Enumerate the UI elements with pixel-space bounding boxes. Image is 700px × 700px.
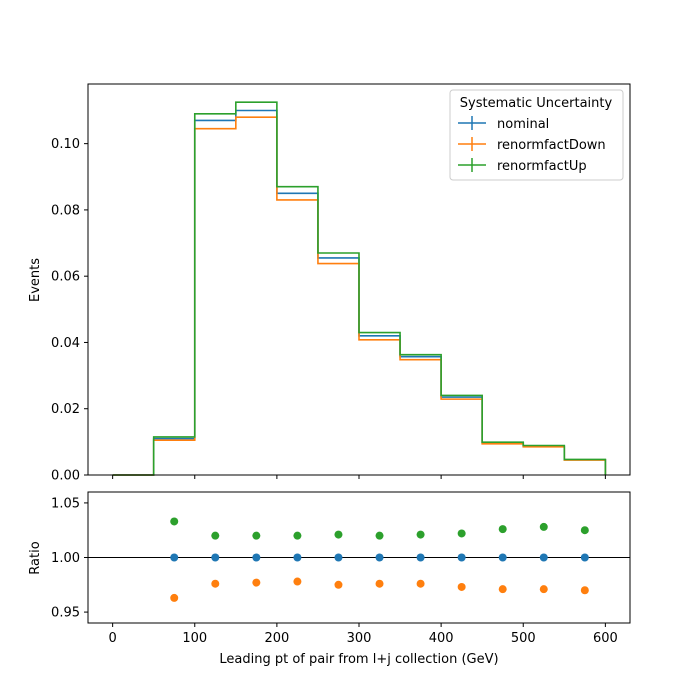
main-y-axis-label: Events	[28, 258, 43, 302]
y-tick-label: 0.08	[51, 203, 80, 218]
ratio-point-renormfactup	[211, 531, 220, 540]
ratio-x-ticks: 0 100 200 300 400 500 600	[108, 623, 618, 646]
main-series-layer	[112, 101, 607, 476]
ratio-point-renormfactdown	[334, 580, 343, 589]
ratio-point-renormfactup	[170, 517, 179, 526]
ratio-point-nominal	[416, 553, 425, 562]
legend: Systematic Uncertainty nominal renormfac…	[449, 89, 624, 181]
ratio-point-nominal	[580, 553, 589, 562]
x-axis-label: Leading pt of pair from l+j collection (…	[219, 652, 498, 667]
x-tick-label: 0	[108, 631, 116, 646]
ratio-point-renormfactup	[498, 525, 507, 534]
x-tick-label: 200	[264, 631, 289, 646]
legend-label-renormfactdown: renormfactDown	[497, 138, 606, 153]
legend-entry-renormfactdown: renormfactDown	[458, 137, 606, 153]
ratio-y-ticks: 0.95 1.00 1.05	[51, 496, 88, 621]
x-tick-label: 300	[347, 631, 372, 646]
ratio-point-renormfactdown	[211, 579, 220, 588]
y-tick-label: 0.10	[51, 137, 80, 152]
legend-entry-nominal: nominal	[458, 116, 549, 132]
legend-entry-renormfactup: renormfactUp	[458, 158, 587, 174]
legend-label-renormfactup: renormfactUp	[497, 159, 587, 174]
ratio-point-renormfactup	[580, 526, 589, 535]
series-renormfactup	[112, 101, 607, 476]
legend-label-nominal: nominal	[497, 117, 549, 132]
ratio-point-renormfactdown	[170, 593, 179, 602]
y-tick-label: 0.02	[51, 402, 80, 417]
ratio-point-renormfactdown	[375, 579, 384, 588]
ratio-point-renormfactup	[334, 530, 343, 539]
ratio-point-renormfactup	[539, 522, 548, 531]
ratio-point-renormfactup	[252, 531, 261, 540]
ratio-point-renormfactdown	[293, 577, 302, 586]
ratio-point-renormfactup	[375, 531, 384, 540]
x-tick-label: 600	[593, 631, 618, 646]
ratio-point-renormfactup	[416, 530, 425, 539]
ratio-point-nominal	[170, 553, 179, 562]
ratio-point-nominal	[375, 553, 384, 562]
ratio-point-nominal	[498, 553, 507, 562]
x-tick-label: 100	[182, 631, 207, 646]
ratio-point-renormfactup	[293, 531, 302, 540]
y-tick-label: 0.95	[51, 606, 80, 621]
ratio-points-layer	[170, 517, 589, 602]
ratio-point-nominal	[539, 553, 548, 562]
y-tick-label: 1.00	[51, 551, 80, 566]
main-y-ticks: 0.00 0.02 0.04 0.06 0.08 0.10	[51, 137, 88, 484]
ratio-point-nominal	[334, 553, 343, 562]
main-x-ticks	[112, 475, 606, 479]
ratio-point-renormfactdown	[580, 586, 589, 595]
y-tick-label: 0.06	[51, 270, 80, 285]
legend-frame	[449, 89, 624, 181]
ratio-point-renormfactdown	[457, 582, 466, 591]
ratio-point-renormfactdown	[252, 578, 261, 587]
x-tick-label: 500	[511, 631, 536, 646]
ratio-y-axis-label: Ratio	[28, 541, 43, 574]
main-panel: 0.00 0.02 0.04 0.06 0.08 0.10 Events Systemat…	[28, 83, 631, 484]
ratio-point-nominal	[457, 553, 466, 562]
ratio-point-nominal	[293, 553, 302, 562]
ratio-point-renormfactdown	[539, 585, 548, 594]
ratio-panel: 0 100 200 300 400 500 600 0.95 1.00 1.05 Ratio L…	[28, 491, 631, 667]
ratio-point-renormfactup	[457, 529, 466, 538]
ratio-point-renormfactdown	[416, 579, 425, 588]
y-tick-label: 0.04	[51, 336, 80, 351]
ratio-point-renormfactdown	[498, 585, 507, 594]
ratio-point-nominal	[252, 553, 261, 562]
ratio-point-nominal	[211, 553, 220, 562]
x-tick-label: 400	[429, 631, 454, 646]
y-tick-label: 0.00	[51, 469, 80, 484]
y-tick-label: 1.05	[51, 496, 80, 511]
legend-title: Systematic Uncertainty	[460, 96, 613, 111]
